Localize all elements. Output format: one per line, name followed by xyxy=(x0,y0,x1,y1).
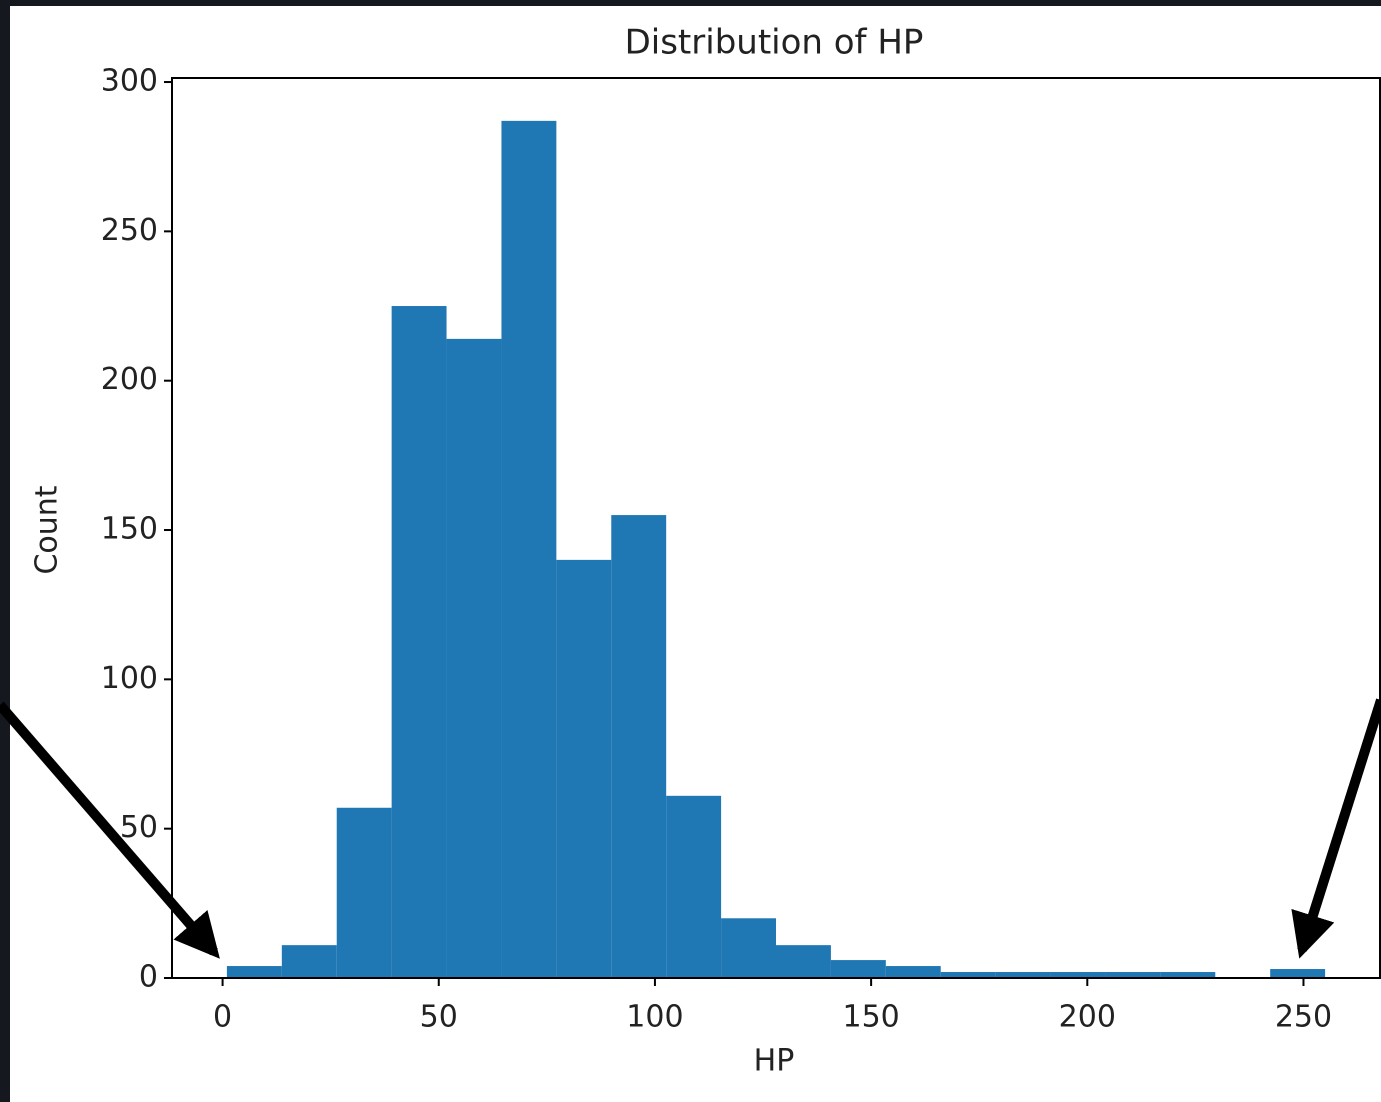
histogram-bar xyxy=(721,918,776,978)
y-tick-label: 50 xyxy=(120,810,158,845)
histogram-bar xyxy=(501,120,557,979)
histogram-bar xyxy=(336,807,392,978)
y-tick-label: 150 xyxy=(101,512,158,547)
annotation-arrow xyxy=(1291,698,1381,959)
x-axis-label: HP xyxy=(754,1044,795,1079)
x-tick-label: 150 xyxy=(842,1000,899,1035)
y-tick-label: 100 xyxy=(101,661,158,696)
x-tick-label: 200 xyxy=(1059,1000,1116,1035)
histogram-bar xyxy=(666,795,722,978)
y-axis-label: Count xyxy=(30,485,65,574)
y-tick-label: 250 xyxy=(101,213,158,248)
histogram-bar xyxy=(281,945,337,978)
histogram-bar xyxy=(556,559,612,978)
histogram-bar xyxy=(446,338,502,978)
histogram-bar xyxy=(611,515,667,978)
y-tick-label: 0 xyxy=(139,960,158,995)
histogram-bar xyxy=(226,966,282,978)
chart-title: Distribution of HP xyxy=(625,23,924,63)
histogram-bar xyxy=(1105,972,1161,978)
plot-area xyxy=(226,120,1326,979)
histogram-bar xyxy=(776,945,831,978)
x-tick-label: 250 xyxy=(1275,1000,1332,1035)
histogram-bar xyxy=(391,306,447,978)
histogram-bar xyxy=(1270,969,1326,978)
y-tick-label: 300 xyxy=(101,64,158,99)
annotation-arrow xyxy=(0,701,220,959)
histogram-bar xyxy=(885,966,941,978)
y-tick-label: 200 xyxy=(101,362,158,397)
histogram-bar xyxy=(1050,972,1106,978)
x-tick-label: 0 xyxy=(213,1000,232,1035)
histogram-bar xyxy=(830,960,886,978)
x-tick-label: 50 xyxy=(420,1000,458,1035)
histogram-bar xyxy=(1160,972,1216,978)
axes-frame xyxy=(171,77,1381,979)
histogram-bar xyxy=(995,972,1051,978)
histogram-bar xyxy=(940,972,996,978)
x-tick-label: 100 xyxy=(626,1000,683,1035)
